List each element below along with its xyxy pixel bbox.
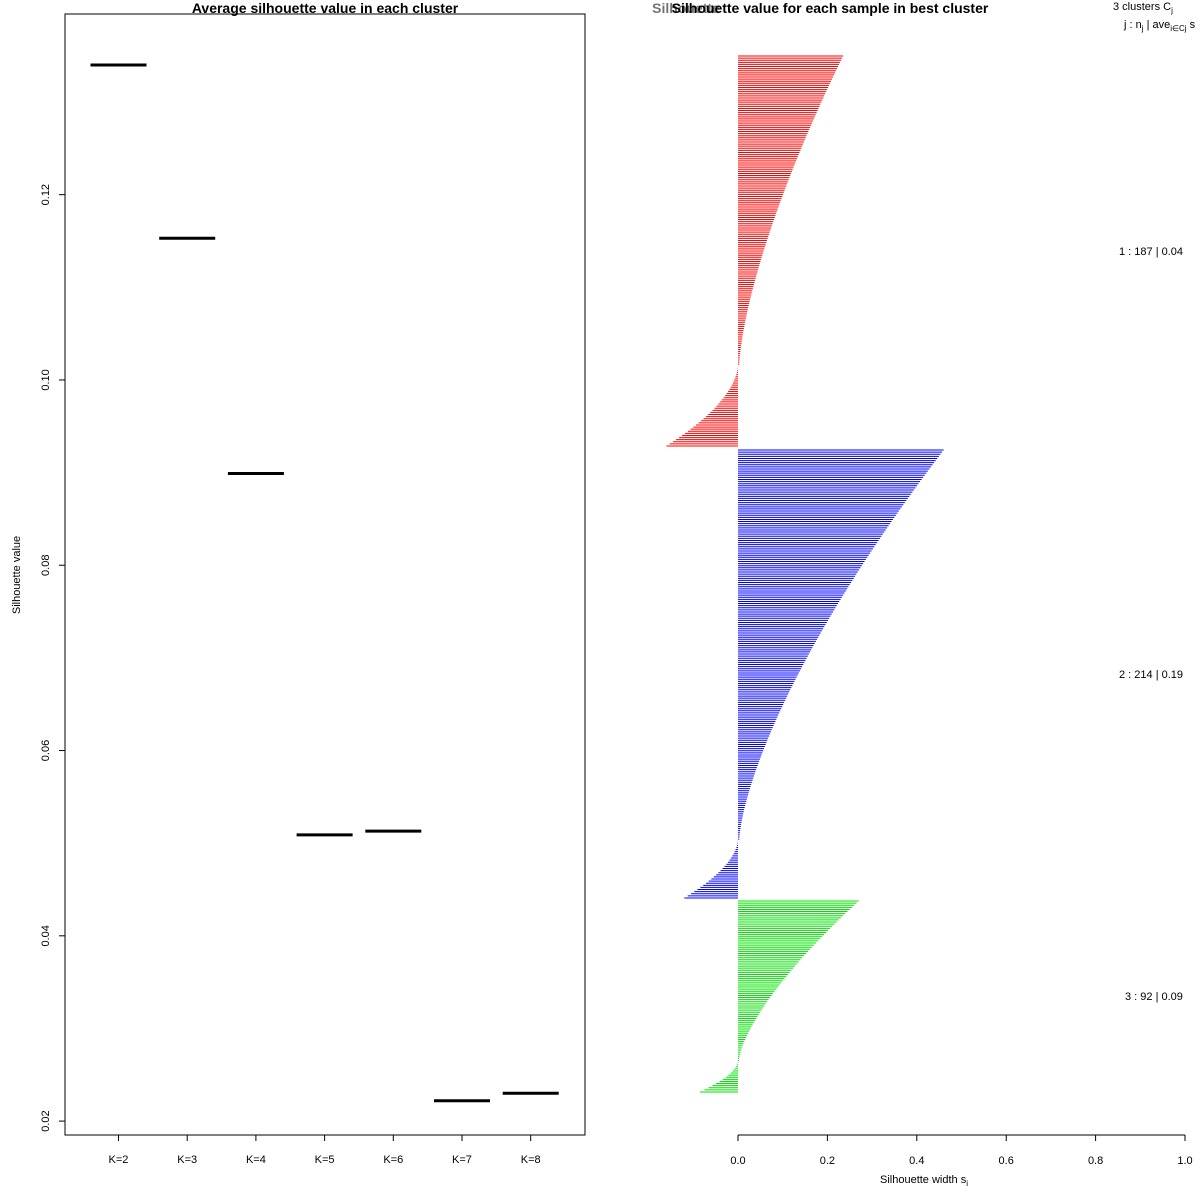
left-x-axis: K=2 K=3 K=4 K=5 K=6 K=7 K=8 xyxy=(109,1135,541,1166)
left-y-tick-label: 0.06 xyxy=(40,740,52,761)
cluster-1-label: 1 : 187 | 0.04 xyxy=(1119,246,1183,258)
cluster-2-label: 2 : 214 | 0.19 xyxy=(1119,669,1183,681)
left-y-tick-label: 0.10 xyxy=(40,369,52,390)
right-x-axis-label-main: Silhouette width s xyxy=(880,1174,967,1186)
right-x-axis-label-sub: i xyxy=(966,1179,968,1188)
right-x-axis: 0.0 0.2 0.4 0.6 0.8 1.0 xyxy=(730,1134,1193,1167)
legend-line1-text: 3 clusters C xyxy=(1113,1,1171,13)
legend-line2-text: j : n xyxy=(1123,19,1142,31)
left-x-tick-label: K=5 xyxy=(315,1154,335,1166)
left-marks xyxy=(90,63,559,1103)
left-y-tick-label: 0.04 xyxy=(40,925,52,946)
right-chart-title: Silhouette value for each sample in best… xyxy=(672,0,989,16)
legend-line2-rest: | ave xyxy=(1144,19,1171,31)
legend-line2-sub2: i∈Cj xyxy=(1170,24,1187,33)
legend-line2-end: s xyxy=(1187,19,1196,31)
left-chart-title: Average silhouette value in each cluster xyxy=(192,0,459,16)
legend-line2-sub: j xyxy=(1141,24,1144,33)
right-x-tick-label: 0.8 xyxy=(1088,1155,1103,1167)
left-x-tick-label: K=3 xyxy=(177,1154,197,1166)
right-chart-overlapped-title: Silhouette xyxy=(652,0,720,16)
legend-line1: 3 clusters Cj xyxy=(1113,1,1173,15)
cluster-legend: 3 clusters Cj j : nj | avei∈Cj s 1 : 187… xyxy=(1113,1,1196,1003)
left-y-tick-label: 0.12 xyxy=(40,184,52,205)
left-x-tick-label: K=6 xyxy=(383,1154,403,1166)
left-x-tick-label: K=4 xyxy=(246,1154,266,1166)
left-y-axis-label: Silhouette value xyxy=(11,536,23,614)
right-x-axis-label: Silhouette width si xyxy=(880,1174,968,1188)
legend-line1-sub: j xyxy=(1170,6,1173,15)
left-y-axis: 0.02 0.04 0.06 0.08 0.10 0.12 xyxy=(40,184,65,1132)
right-x-tick-label: 0.4 xyxy=(909,1155,924,1167)
left-x-tick-label: K=2 xyxy=(109,1154,129,1166)
left-plot-frame xyxy=(64,13,586,1136)
cluster-3-label: 3 : 92 | 0.09 xyxy=(1125,991,1183,1003)
left-x-tick-label: K=7 xyxy=(452,1154,472,1166)
legend-line2: j : nj | avei∈Cj s xyxy=(1123,19,1196,33)
left-x-tick-label: K=8 xyxy=(521,1154,541,1166)
left-chart: Average silhouette value in each cluster… xyxy=(11,0,586,1166)
left-y-tick-label: 0.08 xyxy=(40,555,52,576)
right-chart: Silhouette value for each sample in best… xyxy=(652,0,1195,1188)
silhouette-bars xyxy=(666,55,944,1093)
right-x-tick-label: 0.6 xyxy=(999,1155,1014,1167)
right-x-tick-label: 0.2 xyxy=(820,1155,835,1167)
left-y-tick-label: 0.02 xyxy=(40,1110,52,1131)
right-x-tick-label: 0.0 xyxy=(730,1155,745,1167)
right-x-tick-label: 1.0 xyxy=(1177,1155,1192,1167)
